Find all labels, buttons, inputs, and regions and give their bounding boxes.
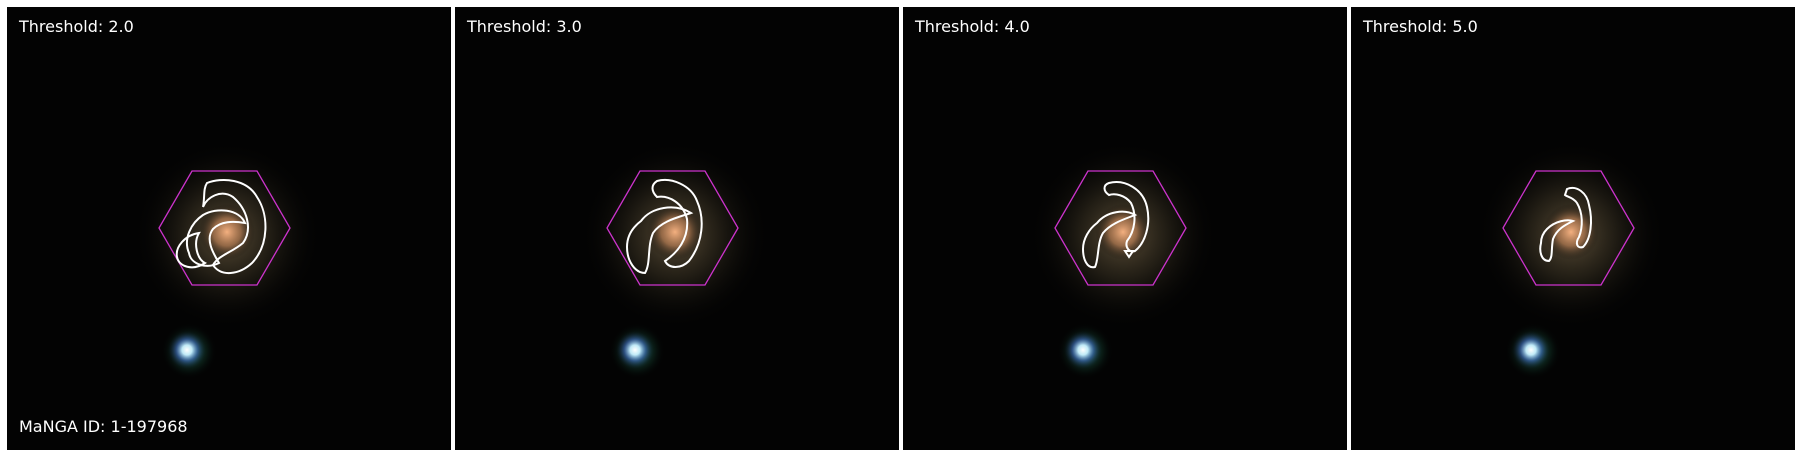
manga-id-label: MaNGA ID: 1-197968	[19, 417, 188, 436]
galaxy-panel: Threshold: 3.0	[455, 7, 899, 450]
contour-outline	[1081, 181, 1150, 269]
contour-outline	[1539, 187, 1592, 263]
galaxy-panel: Threshold: 2.0 MaNGA ID: 1-197968	[7, 7, 451, 450]
ifu-hexagon	[1054, 170, 1187, 286]
galaxy-image	[7, 7, 451, 450]
galaxy-panel: Threshold: 5.0	[1351, 7, 1795, 450]
threshold-label: Threshold: 2.0	[19, 17, 134, 36]
threshold-label: Threshold: 4.0	[915, 17, 1030, 36]
galaxy-image	[1351, 7, 1795, 450]
ifu-hexagon	[1502, 170, 1635, 286]
galaxy-image	[903, 7, 1347, 450]
contour-outline	[175, 179, 267, 274]
threshold-label: Threshold: 3.0	[467, 17, 582, 36]
galaxy-panel: Threshold: 4.0	[903, 7, 1347, 450]
ifu-hexagon	[606, 170, 739, 286]
ifu-hexagon	[158, 170, 291, 286]
galaxy-image	[455, 7, 899, 450]
threshold-label: Threshold: 5.0	[1363, 17, 1478, 36]
contour-outline	[625, 179, 703, 275]
